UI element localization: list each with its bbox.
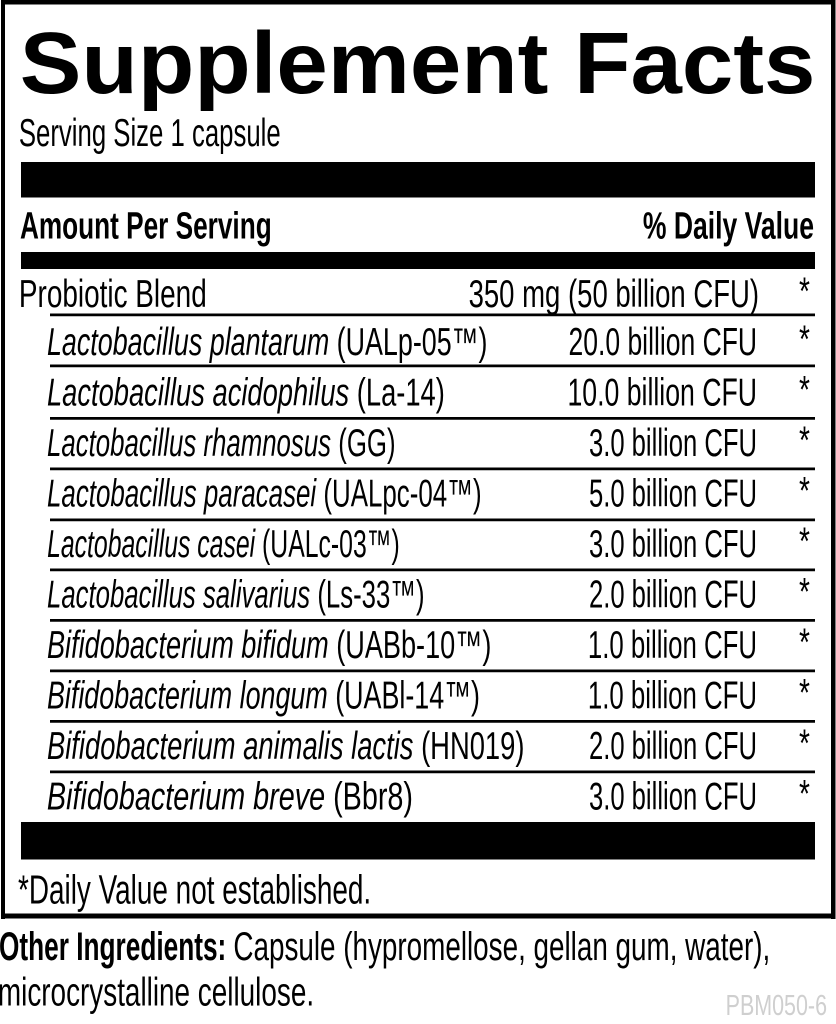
svg-text:Bifidobacterium bifidum (UABb-: Bifidobacterium bifidum (UABb-10™) <box>47 624 491 667</box>
svg-text:*: * <box>799 571 810 614</box>
svg-text:*: * <box>799 520 810 563</box>
svg-text:Bifidobacterium longum (UABl-1: Bifidobacterium longum (UABl-14™) <box>47 675 480 718</box>
svg-text:*: * <box>799 318 810 361</box>
svg-text:*Daily Value not established.: *Daily Value not established. <box>18 869 371 913</box>
svg-text:Lactobacillus plantarum (UALp-: Lactobacillus plantarum (UALp-05™) <box>47 321 487 364</box>
svg-text:1.0 billion CFU: 1.0 billion CFU <box>588 623 757 666</box>
svg-text:5.0 billion CFU: 5.0 billion CFU <box>589 471 757 515</box>
svg-text:Supplement Facts: Supplement Facts <box>20 15 816 112</box>
svg-text:Serving Size 1 capsule: Serving Size 1 capsule <box>19 111 281 155</box>
svg-text:350 mg (50 billion CFU): 350 mg (50 billion CFU) <box>469 274 759 317</box>
svg-text:Probiotic Blend: Probiotic Blend <box>19 274 207 316</box>
svg-text:*: * <box>799 621 810 664</box>
svg-text:Bifidobacterium animalis lacti: Bifidobacterium animalis lactis (HN019) <box>47 726 525 769</box>
svg-text:*: * <box>799 270 810 313</box>
svg-text:*: * <box>799 722 810 765</box>
svg-text:*: * <box>799 369 810 412</box>
svg-text:3.0 billion CFU: 3.0 billion CFU <box>589 774 757 818</box>
svg-text:Lactobacillus rhamnosus (GG): Lactobacillus rhamnosus (GG) <box>47 421 396 464</box>
svg-text:Lactobacillus paracasei (UALpc: Lactobacillus paracasei (UALpc-04™) <box>47 471 482 514</box>
svg-text:2.0 billion CFU: 2.0 billion CFU <box>589 572 757 616</box>
svg-text:3.0 billion CFU: 3.0 billion CFU <box>589 522 757 566</box>
svg-text:Capsule (hypromellose, gellan: Capsule (hypromellose, gellan gum, water… <box>233 925 770 969</box>
svg-text:microcrystalline cellulose.: microcrystalline cellulose. <box>0 971 314 1015</box>
svg-text:Lactobacillus salivarius (Ls-3: Lactobacillus salivarius (Ls-33™) <box>47 572 425 615</box>
svg-text:*: * <box>799 419 810 462</box>
svg-text:% Daily Value: % Daily Value <box>643 204 814 247</box>
svg-text:20.0 billion CFU: 20.0 billion CFU <box>568 321 757 364</box>
svg-text:Other Ingredients:: Other Ingredients: <box>0 926 226 970</box>
svg-text:*: * <box>799 470 810 513</box>
svg-text:Lactobacillus casei (UALc-03™): Lactobacillus casei (UALc-03™) <box>47 523 400 566</box>
svg-text:3.0 billion CFU: 3.0 billion CFU <box>589 421 757 465</box>
svg-text:2.0 billion CFU: 2.0 billion CFU <box>589 724 757 768</box>
svg-text:Bifidobacterium breve (Bbr8): Bifidobacterium breve (Bbr8) <box>47 776 413 819</box>
svg-text:Amount Per Serving: Amount Per Serving <box>20 204 272 247</box>
svg-text:1.0 billion CFU: 1.0 billion CFU <box>588 673 757 716</box>
svg-text:*: * <box>799 672 810 715</box>
svg-text:10.0 billion CFU: 10.0 billion CFU <box>567 372 757 415</box>
svg-text:*: * <box>799 773 810 816</box>
svg-text:Lactobacillus acidophilus (La-: Lactobacillus acidophilus (La-14) <box>47 372 445 415</box>
svg-text:PBM050-6: PBM050-6 <box>726 990 827 1022</box>
